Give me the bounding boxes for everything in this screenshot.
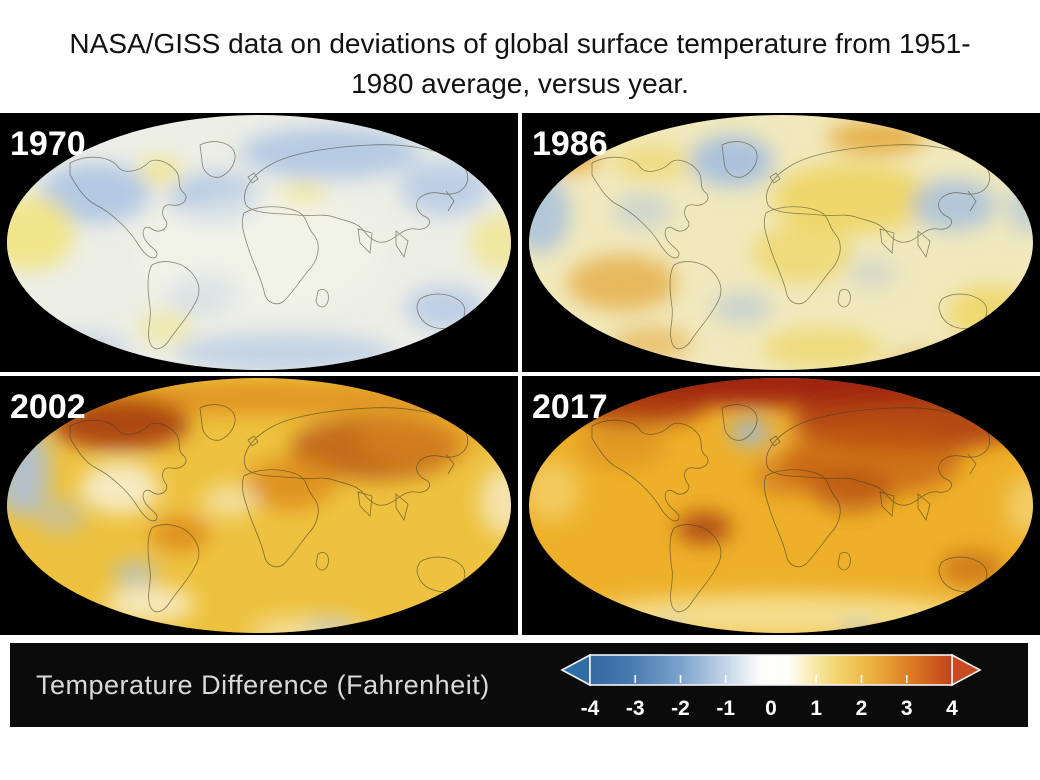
- slide-title-line2: 1980 average, versus year.: [351, 67, 689, 99]
- tick-label: -4: [581, 697, 600, 720]
- scale-arrow-right-icon: [951, 653, 982, 687]
- map-2017: 2017: [522, 376, 1040, 635]
- map-panel-2017: 2017: [522, 376, 1040, 635]
- tick-label: -2: [671, 697, 690, 720]
- colorbar-tick-labels: -4 -3 -2 -1 0 1 2 3 4: [581, 697, 959, 720]
- map-2002: 2002: [0, 376, 518, 635]
- year-label-1970: 1970: [10, 125, 86, 163]
- map-grid: 1970: [0, 113, 1040, 635]
- colorbar-label: Temperature Difference (Fahrenheit): [36, 669, 490, 700]
- year-label-1986: 1986: [532, 125, 608, 163]
- slide-title-line1: NASA/GISS data on deviations of global s…: [69, 28, 971, 59]
- slide-title: NASA/GISS data on deviations of global s…: [0, 0, 1040, 104]
- tick-label: 0: [765, 697, 777, 720]
- tick-label: -3: [626, 697, 645, 720]
- map-1970: 1970: [0, 113, 518, 372]
- tick-label: 2: [856, 697, 868, 720]
- map-panel-1970: 1970: [0, 113, 518, 372]
- colorbar: -4 -3 -2 -1 0 1 2 3 4: [560, 653, 982, 720]
- tick-label: 3: [901, 697, 913, 720]
- colorbar-ticks: [634, 675, 908, 683]
- scale-arrow-left-icon: [560, 653, 591, 687]
- tick-label: 4: [946, 697, 958, 720]
- year-label-2002: 2002: [10, 388, 86, 426]
- map-panel-1986: 1986: [522, 113, 1040, 372]
- year-label-2017: 2017: [532, 388, 608, 426]
- tick-label: -1: [716, 697, 735, 720]
- tick-label: 1: [810, 697, 822, 720]
- map-panel-2002: 2002: [0, 376, 518, 635]
- map-1986: 1986: [522, 113, 1040, 372]
- colorbar-legend: Temperature Difference (Fahrenheit) -4 -…: [10, 643, 1028, 727]
